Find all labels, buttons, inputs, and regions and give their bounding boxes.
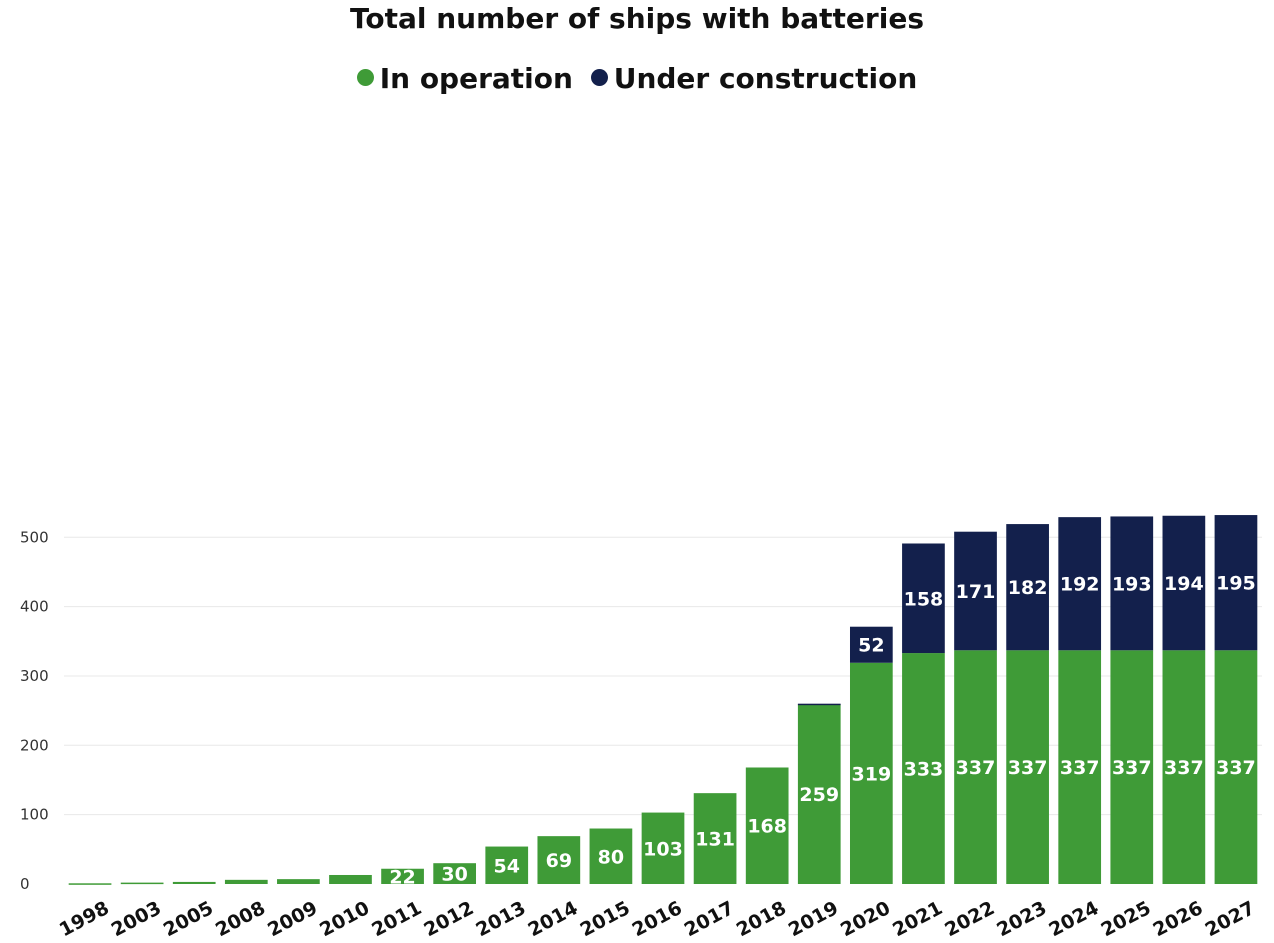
bar-under-construction-2027[interactable] — [1214, 515, 1258, 651]
bar-in-operation-1998[interactable] — [68, 883, 112, 885]
x-tick-label: 2020 — [837, 897, 894, 941]
data-label: 337 — [1164, 757, 1204, 779]
data-label: 193 — [1112, 573, 1152, 595]
data-labels: 22 30 54 69 80 103 131 168 259 319 52 333 158 337 171 3… — [389, 573, 1255, 889]
x-tick-label: 2023 — [993, 897, 1050, 941]
data-label: 337 — [1112, 757, 1152, 779]
bar-in-operation-2016[interactable] — [641, 812, 685, 884]
bar-in-operation-2022[interactable] — [954, 650, 997, 884]
y-tick-label: 0 — [20, 875, 30, 893]
x-tick-label: 2019 — [785, 897, 842, 941]
bar-in-operation-2012[interactable] — [433, 863, 477, 884]
data-label: 69 — [546, 850, 572, 872]
bar-in-operation-2023[interactable] — [1006, 650, 1049, 884]
x-tick-label: 2024 — [1045, 897, 1102, 941]
x-tick-label: 2018 — [733, 897, 790, 941]
bar-in-operation-2026[interactable] — [1162, 650, 1206, 884]
data-label: 337 — [1216, 757, 1256, 779]
bar-in-operation-2017[interactable] — [693, 793, 737, 884]
x-tick-label: 2015 — [577, 897, 634, 941]
x-tick-label: 2012 — [420, 897, 477, 941]
y-tick-label: 300 — [20, 667, 49, 685]
bar-under-construction-2024[interactable] — [1058, 517, 1102, 651]
data-label: 195 — [1216, 573, 1256, 595]
bar-in-operation-2021[interactable] — [902, 653, 945, 884]
legend-item-under-construction[interactable]: Under construction — [590, 62, 918, 95]
data-label: 131 — [695, 829, 735, 851]
bar-in-operation-2010[interactable] — [329, 874, 372, 884]
x-tick-label: 2008 — [212, 897, 269, 941]
x-tick-label: 2010 — [316, 897, 373, 941]
y-tick-label: 500 — [20, 528, 49, 546]
data-label: 337 — [956, 757, 996, 779]
x-axis: 1998200320052008200920102011201220132014… — [56, 897, 1259, 941]
data-label: 103 — [643, 838, 683, 860]
y-tick-label: 400 — [20, 598, 49, 616]
chart-title: Total number of ships with batteries — [350, 2, 924, 35]
bar-in-operation-2005[interactable] — [172, 881, 216, 884]
bar-in-operation-2018[interactable] — [745, 767, 789, 884]
data-label: 22 — [389, 866, 415, 888]
data-label: 30 — [441, 864, 467, 886]
bar-in-operation-2013[interactable] — [485, 846, 529, 884]
bar-under-construction-2019[interactable] — [797, 703, 841, 706]
bar-under-construction-2023[interactable] — [1006, 524, 1049, 651]
data-label: 194 — [1164, 573, 1204, 595]
bar-under-construction-2020[interactable] — [849, 626, 893, 663]
bar-in-operation-2014[interactable] — [537, 836, 581, 884]
data-label: 168 — [747, 816, 787, 838]
x-tick-label: 2014 — [525, 897, 582, 941]
data-label: 333 — [904, 759, 944, 781]
x-tick-label: 2005 — [160, 897, 217, 941]
y-axis: 0 100 200 300 400 500 — [20, 528, 49, 893]
x-tick-label: 2009 — [264, 897, 321, 941]
bar-in-operation-2015[interactable] — [589, 828, 633, 884]
x-tick-label: 2011 — [368, 897, 425, 941]
x-tick-label: 2027 — [1202, 897, 1259, 941]
legend-item-in-operation[interactable]: In operation — [356, 62, 573, 95]
x-tick-label: 2003 — [108, 897, 165, 941]
bars — [68, 515, 1258, 885]
x-tick-label: 2026 — [1150, 897, 1207, 941]
legend-dot-icon — [356, 69, 374, 86]
bar-under-construction-2026[interactable] — [1162, 515, 1206, 651]
data-label: 171 — [956, 581, 996, 603]
data-label: 54 — [494, 855, 520, 877]
bar-under-construction-2025[interactable] — [1110, 516, 1154, 651]
bar-in-operation-2027[interactable] — [1214, 650, 1258, 884]
bar-under-construction-2022[interactable] — [954, 531, 997, 651]
data-label: 319 — [852, 763, 892, 785]
x-tick-label: 2017 — [681, 897, 738, 941]
x-tick-label: 2013 — [472, 897, 529, 941]
x-tick-label: 2025 — [1097, 897, 1154, 941]
x-tick-label: 2022 — [941, 897, 998, 941]
x-tick-label: 2021 — [889, 897, 946, 941]
bar-in-operation-2019[interactable] — [797, 704, 841, 884]
legend-label: In operation — [379, 62, 573, 95]
data-label: 337 — [1060, 757, 1100, 779]
legend: In operation Under construction — [0, 62, 1274, 95]
data-label: 80 — [598, 846, 624, 868]
bar-in-operation-2020[interactable] — [849, 662, 893, 884]
bar-in-operation-2008[interactable] — [224, 879, 268, 884]
data-label: 337 — [1008, 757, 1048, 779]
legend-label: Under construction — [613, 62, 918, 95]
bar-in-operation-2003[interactable] — [120, 882, 164, 885]
bar-in-operation-2009[interactable] — [277, 879, 320, 884]
data-label: 158 — [904, 588, 944, 610]
x-tick-label: 2016 — [629, 897, 686, 941]
data-label: 52 — [858, 635, 884, 657]
bar-under-construction-2021[interactable] — [902, 543, 945, 654]
bar-in-operation-2024[interactable] — [1058, 650, 1102, 884]
x-tick-label: 1998 — [56, 897, 113, 941]
y-tick-label: 200 — [20, 736, 49, 754]
legend-dot-icon — [590, 69, 608, 86]
y-tick-label: 100 — [20, 806, 49, 824]
data-label: 259 — [799, 784, 839, 806]
bar-in-operation-2011[interactable] — [381, 868, 424, 884]
data-label: 192 — [1060, 574, 1100, 596]
data-label: 182 — [1008, 577, 1048, 599]
bar-in-operation-2025[interactable] — [1110, 650, 1154, 884]
